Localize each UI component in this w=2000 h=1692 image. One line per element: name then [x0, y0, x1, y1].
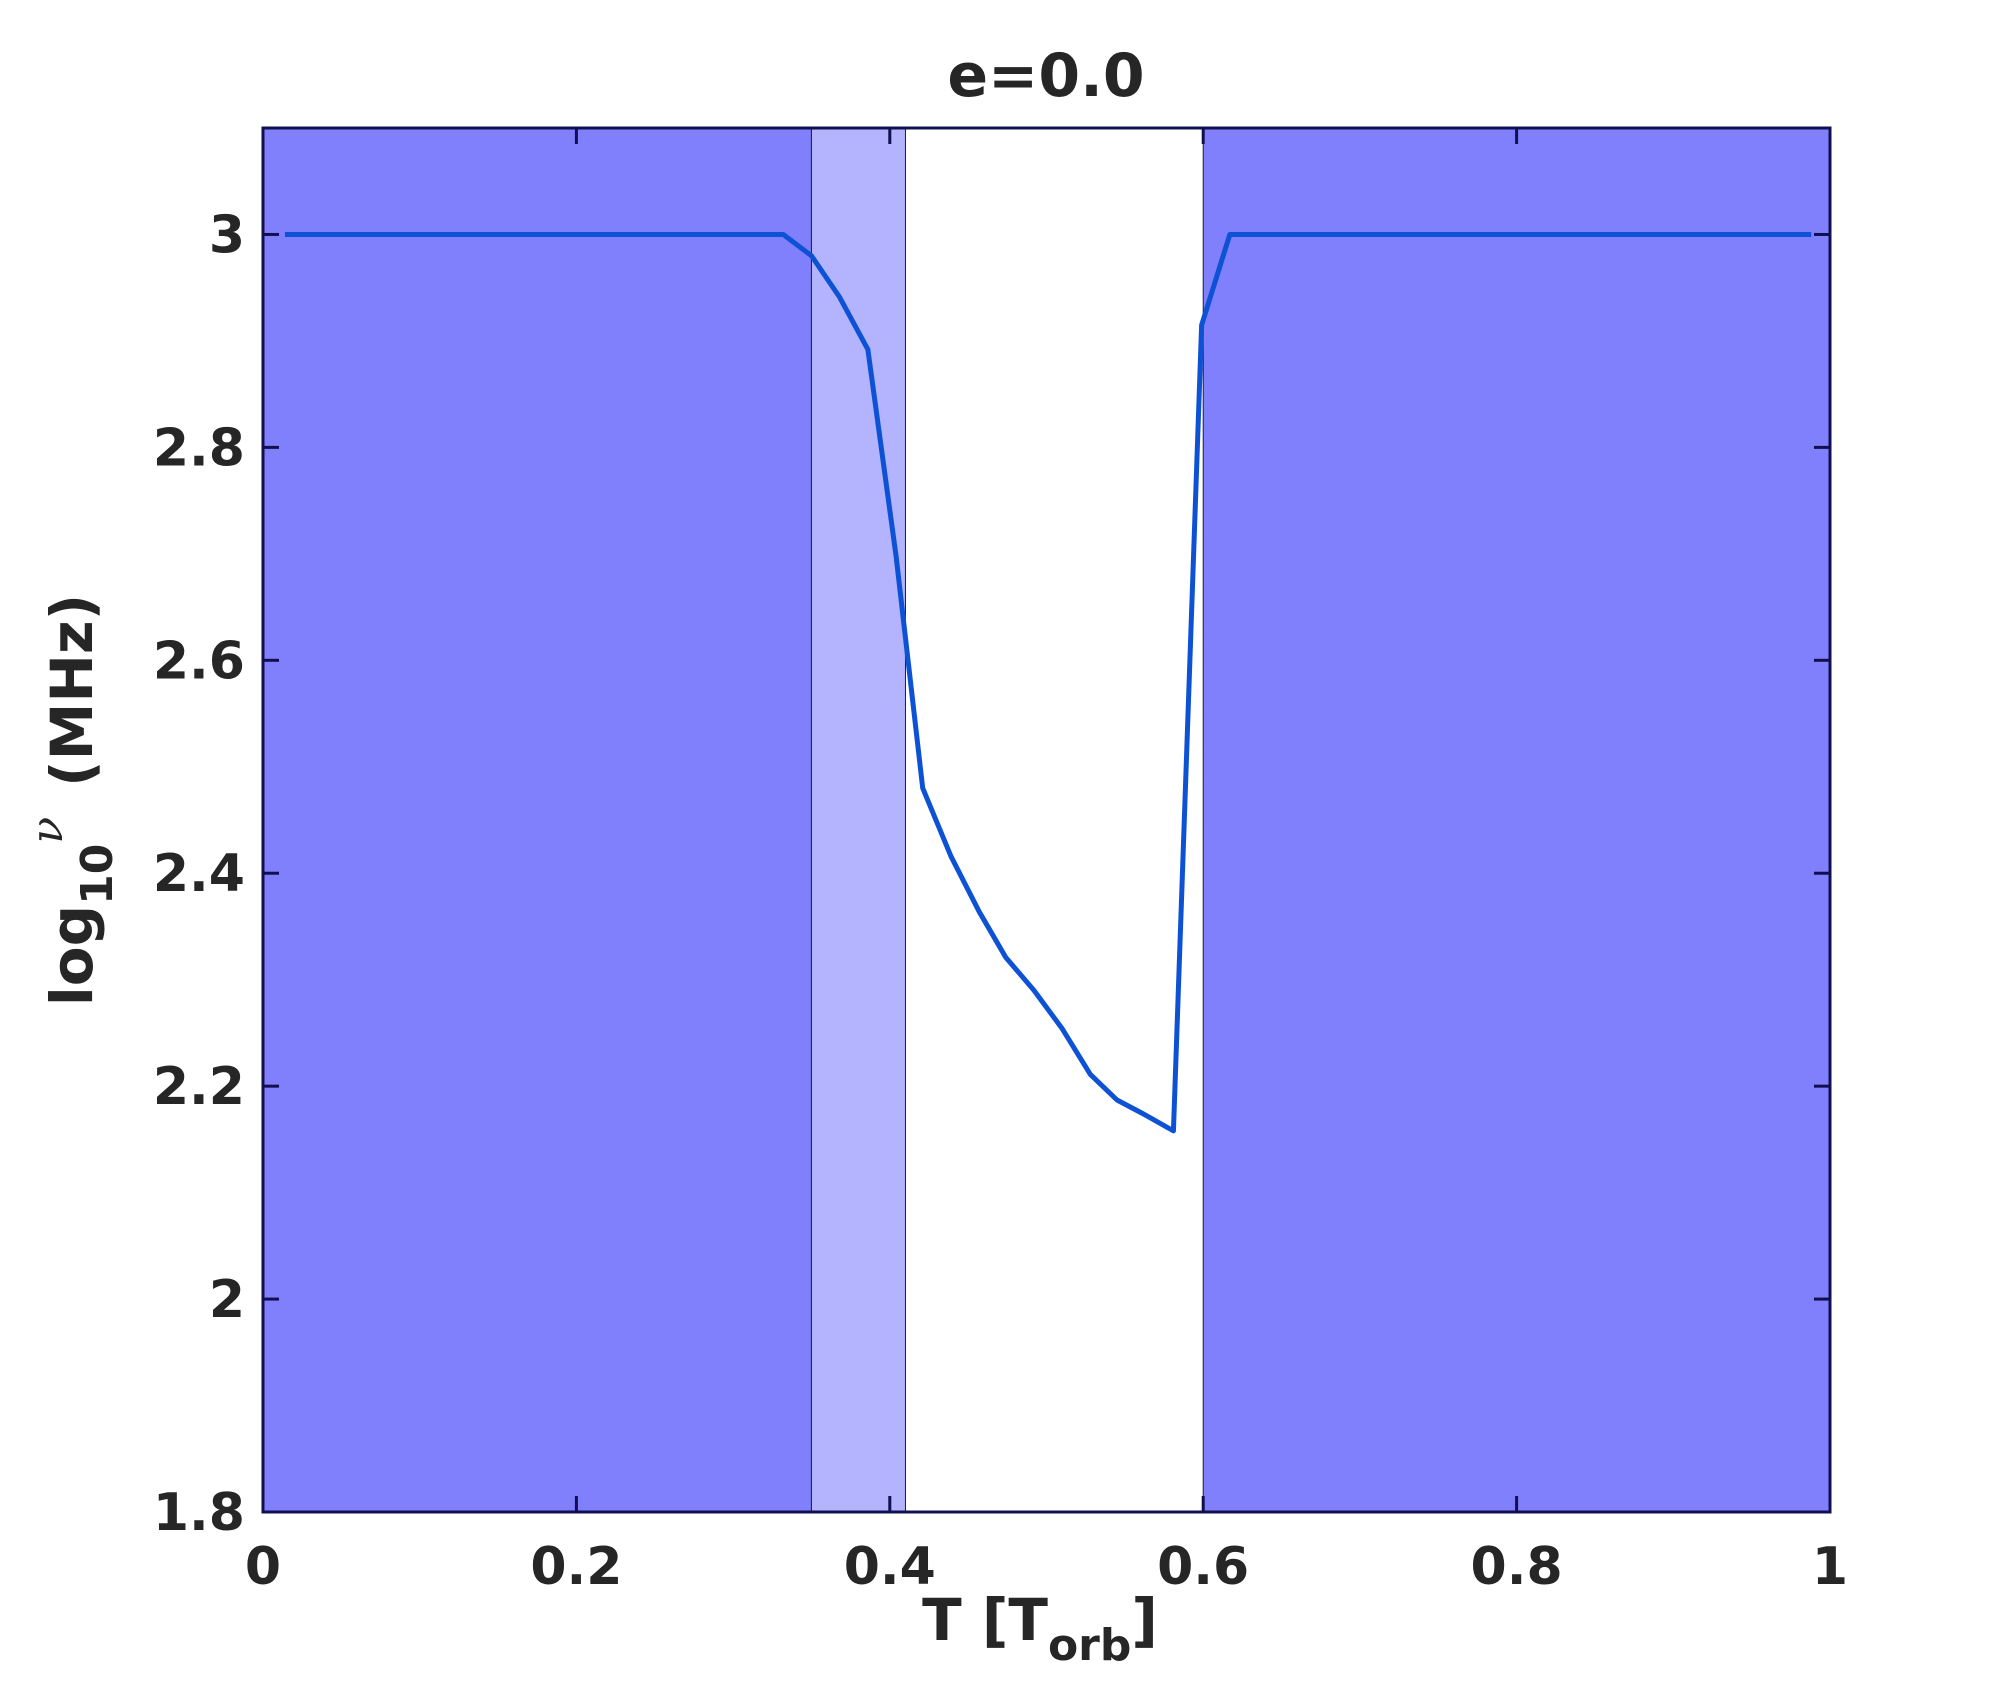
y-label-unit: (MHz) — [38, 594, 106, 787]
x-tick-label: 1 — [1812, 1537, 1848, 1597]
x-label-end: ] — [1131, 1586, 1158, 1654]
y-tick-label: 3 — [209, 205, 245, 265]
x-tick-label: 0.8 — [1471, 1537, 1563, 1597]
plot-frame — [261, 126, 1832, 1514]
x-tick-label: 0.6 — [1157, 1537, 1249, 1597]
shaded-region — [1202, 127, 1831, 1513]
y-label-sub: 10 — [72, 844, 123, 905]
x-tick-label: 0.2 — [530, 1537, 622, 1597]
x-axis-label: T [Torb] — [922, 1586, 1158, 1671]
y-label-main: log — [38, 905, 106, 1006]
y-tick-label: 2.6 — [153, 631, 245, 691]
data-line — [284, 231, 1812, 1134]
y-tick-label: 2.4 — [153, 844, 245, 904]
y-label-sup: ν — [22, 817, 73, 844]
y-tick-label: 2.2 — [153, 1057, 245, 1117]
y-tick-label: 1.8 — [153, 1483, 245, 1543]
shaded-region — [810, 127, 906, 1513]
y-tick-label: 2.8 — [153, 418, 245, 478]
y-axis-label: log10ν (MHz) — [22, 594, 123, 1006]
y-tick-label: 2 — [209, 1270, 245, 1330]
x-tick-label: 0 — [245, 1537, 281, 1597]
x-label-sub: orb — [1048, 1620, 1131, 1671]
x-label-main: T [T — [922, 1586, 1048, 1654]
x-tick-label: 0.4 — [844, 1537, 936, 1597]
shaded-region — [262, 127, 812, 1513]
chart-title: e=0.0 — [947, 41, 1144, 111]
